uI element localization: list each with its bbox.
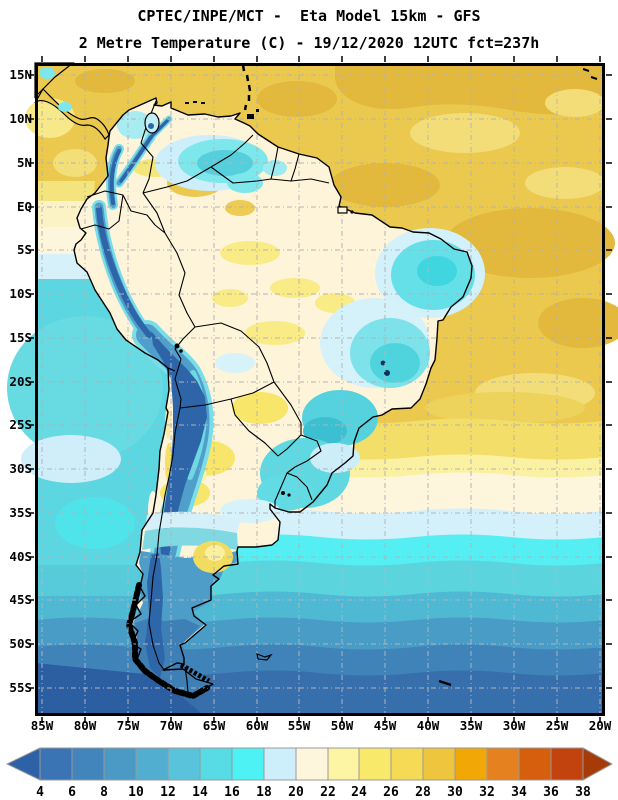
colorbar-arrow-left (5, 747, 41, 781)
grid-lines (35, 63, 605, 716)
lat-label: 35S (9, 505, 32, 520)
lon-label: 55W (287, 718, 311, 733)
lon-label: 70W (159, 718, 183, 733)
lat-label: 40S (9, 549, 32, 564)
colorbar-tick-label: 10 (128, 785, 144, 800)
lon-label: 35W (459, 718, 483, 733)
colorbar-tick-label: 38 (575, 785, 591, 800)
falkland-islands (256, 653, 273, 661)
altiplano-core (151, 331, 207, 567)
colorbar-tick-label: 8 (100, 785, 108, 800)
south-georgia-island (438, 679, 452, 687)
colorbar-tick-label: 26 (383, 785, 399, 800)
lat-label: 10S (9, 286, 32, 301)
lon-label: 50W (330, 718, 354, 733)
colorbar-tick-label: 6 (68, 785, 76, 800)
colorbar-cell (263, 747, 297, 781)
colorbar-tick-label: 30 (447, 785, 463, 800)
page-title: CPTEC/INPE/MCT - Eta Model 15km - GFS (137, 7, 481, 25)
lon-label: 45W (373, 718, 397, 733)
colorbar-cell (422, 747, 456, 781)
colorbar-cell (231, 747, 265, 781)
map-frame (28, 56, 612, 723)
pacific-cold-current (7, 181, 175, 596)
lat-label: 10N (9, 111, 32, 126)
colorbar-tick-label: 36 (543, 785, 559, 800)
marajo-island (337, 206, 348, 214)
colorbar-cell (199, 747, 233, 781)
lat-label: 30S (9, 461, 32, 476)
lon-label: 85W (30, 718, 54, 733)
axis-ticks (28, 56, 612, 723)
lake-maracaibo (144, 112, 160, 134)
colorbar-cell (550, 747, 584, 781)
colorbar-tick-label: 18 (256, 785, 272, 800)
colorbar-cell (167, 747, 201, 781)
colorbar-tick-label: 28 (415, 785, 431, 800)
colorbar-cell (454, 747, 488, 781)
colorbar-tick-label: 16 (224, 785, 240, 800)
lon-label: 60W (245, 718, 269, 733)
colorbar-cell (103, 747, 137, 781)
lat-label: 15N (9, 67, 32, 82)
temperature-colorbar: 4 6 8 10 12 14 16 18 20 22 24 26 28 30 3… (5, 747, 614, 800)
colorbar-tick-label: 4 (36, 785, 44, 800)
colorbar-tick-label: 34 (511, 785, 527, 800)
colorbar-tick-label: 32 (479, 785, 495, 800)
lat-label: 5N (16, 155, 32, 170)
lon-label: 20W (588, 718, 612, 733)
lat-label: 15S (9, 330, 32, 345)
colorbar-cell (358, 747, 392, 781)
colorbar-cell (71, 747, 105, 781)
colorbar-tick-label: 14 (192, 785, 208, 800)
lat-label: 50S (9, 636, 32, 651)
lat-label: 5S (16, 242, 32, 257)
lon-label: 40W (416, 718, 440, 733)
colorbar-tick-label: 22 (320, 785, 336, 800)
colorbar-cell (327, 747, 360, 781)
colorbar-tick-label: 12 (160, 785, 176, 800)
lat-label: EQ (16, 199, 32, 214)
country-borders (80, 100, 330, 694)
colorbar-cell (486, 747, 520, 781)
colorbar-tick-label: 20 (288, 785, 304, 800)
colorbar-cell (39, 747, 73, 781)
lon-label: 65W (202, 718, 226, 733)
map-canvas (7, 56, 618, 723)
lesser-antilles-arc (241, 64, 252, 111)
lat-label: 45S (9, 592, 32, 607)
colorbar-cell (518, 747, 552, 781)
colorbar-arrow-right (582, 747, 614, 781)
lat-label: 55S (9, 680, 32, 695)
page-subtitle: 2 Metre Temperature (C) - 19/12/2020 12U… (78, 34, 540, 52)
colorbar-cell (295, 747, 329, 781)
continent-coastline (73, 97, 473, 697)
colorbar-cell (390, 747, 424, 781)
lat-label: 20S (9, 374, 32, 389)
colorbar-tick-label: 24 (351, 785, 367, 800)
lon-label: 75W (116, 718, 140, 733)
lon-label: 25W (545, 718, 569, 733)
lat-label: 25S (9, 417, 32, 432)
lon-label: 80W (73, 718, 97, 733)
colorbar-cell (135, 747, 169, 781)
lon-label: 30W (502, 718, 526, 733)
trinidad-island (247, 114, 254, 119)
